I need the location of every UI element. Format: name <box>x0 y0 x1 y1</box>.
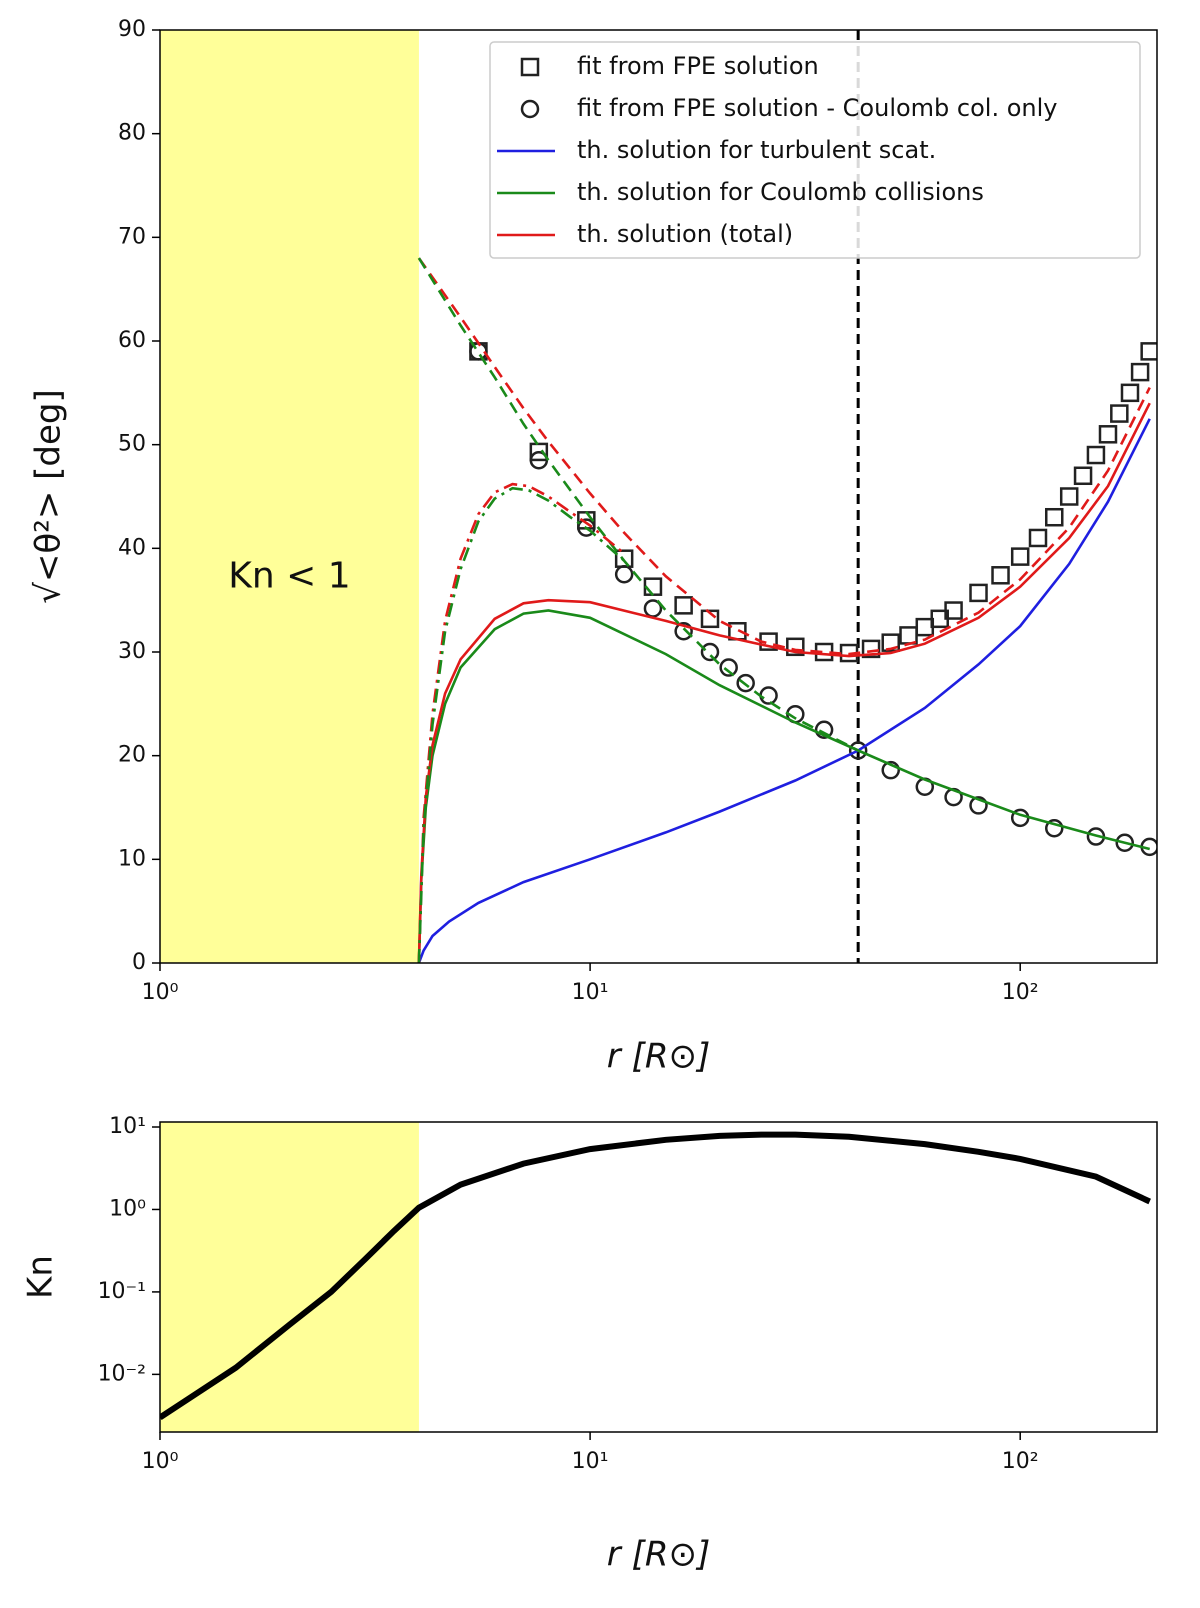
legend: fit from FPE solution fit from FPE soluti… <box>489 41 1141 259</box>
square-marker <box>529 442 549 462</box>
axes-frame <box>159 29 1158 964</box>
series-line <box>417 482 626 963</box>
series-line <box>417 418 1151 963</box>
circle-marker <box>969 796 988 815</box>
square-marker <box>1045 507 1064 527</box>
square-marker <box>991 566 1010 585</box>
circle-marker <box>674 622 693 641</box>
x-axis-label: r [R⊙] <box>607 1037 710 1077</box>
legend-label: th. solution for turbulent scat. <box>577 136 936 164</box>
shaded-region <box>160 30 419 963</box>
square-marker <box>1010 547 1030 566</box>
circle-marker <box>759 686 778 705</box>
square-marker <box>700 609 720 629</box>
y-tick-label: 10 <box>118 846 146 871</box>
square-marker <box>1130 362 1150 382</box>
y-tick-label: 10⁻² <box>98 1361 146 1386</box>
circle-marker <box>614 565 634 584</box>
y-tick-label: 60 <box>118 328 146 353</box>
region-label: Kn < 1 <box>228 556 350 597</box>
circle-marker <box>700 642 720 662</box>
y-tick-label: 10¹ <box>109 1114 146 1139</box>
legend-label: th. solution for Coulomb collisions <box>577 178 984 206</box>
y-tick-label: 50 <box>118 432 146 457</box>
y-tick-label: 80 <box>118 121 146 146</box>
y-tick-label: 40 <box>118 535 146 560</box>
plot-area <box>160 1122 1151 1432</box>
plot-area <box>160 30 1157 963</box>
circle-marker <box>736 673 755 693</box>
square-marker <box>1028 528 1048 548</box>
series-line <box>417 609 1151 963</box>
circle-marker <box>719 658 738 677</box>
x-axis-label: r [R⊙] <box>607 1535 710 1575</box>
y-tick-label: 20 <box>118 743 146 768</box>
series-line <box>160 1131 1151 1421</box>
x-tick-label: 10¹ <box>572 980 609 1005</box>
x-tick-label: 10⁰ <box>142 980 179 1005</box>
square-marker <box>881 633 900 652</box>
square-marker <box>1098 425 1118 444</box>
circle-marker <box>881 760 900 780</box>
legend-marker <box>520 99 540 119</box>
y-axis-label: √<θ²> [deg] <box>29 389 69 604</box>
y-tick-label: 90 <box>118 17 146 42</box>
legend-label: fit from FPE solution <box>577 52 819 80</box>
circle-marker <box>814 720 834 739</box>
legend-marker <box>520 57 540 77</box>
circle-marker <box>1115 833 1134 852</box>
x-tick-label: 10⁰ <box>142 1449 179 1474</box>
y-axis-label: Kn <box>21 1255 61 1299</box>
series-line <box>417 257 1151 656</box>
x-tick-label: 10² <box>1002 980 1039 1005</box>
legend-label: th. solution (total) <box>577 220 793 248</box>
square-marker <box>899 626 918 645</box>
square-marker <box>1086 445 1106 465</box>
axes-frame <box>159 1121 1158 1433</box>
square-marker <box>1140 342 1157 361</box>
square-marker <box>786 637 805 657</box>
y-tick-label: 30 <box>118 639 146 664</box>
square-marker <box>1073 466 1093 486</box>
circle-marker <box>848 741 868 760</box>
y-tick-label: 10⁻¹ <box>98 1279 146 1304</box>
square-marker <box>944 601 963 620</box>
square-marker <box>1110 404 1129 423</box>
shaded-region <box>160 1122 419 1432</box>
series-line <box>417 486 626 963</box>
square-marker <box>1120 383 1140 403</box>
square-marker <box>915 617 935 637</box>
circle-marker <box>577 518 596 537</box>
square-marker <box>1059 487 1079 506</box>
y-tick-label: 10⁰ <box>109 1196 146 1221</box>
y-tick-label: 0 <box>132 950 146 975</box>
circle-marker <box>1045 818 1064 838</box>
legend-label: fit from FPE solution - Coulomb col. onl… <box>577 94 1057 122</box>
square-marker <box>969 583 988 603</box>
square-marker <box>674 596 693 615</box>
x-tick-label: 10¹ <box>572 1449 609 1474</box>
y-tick-label: 70 <box>118 224 146 249</box>
square-marker <box>861 639 881 659</box>
legend-box <box>489 41 1141 259</box>
series-line <box>417 402 1151 963</box>
x-tick-label: 10² <box>1002 1449 1039 1474</box>
